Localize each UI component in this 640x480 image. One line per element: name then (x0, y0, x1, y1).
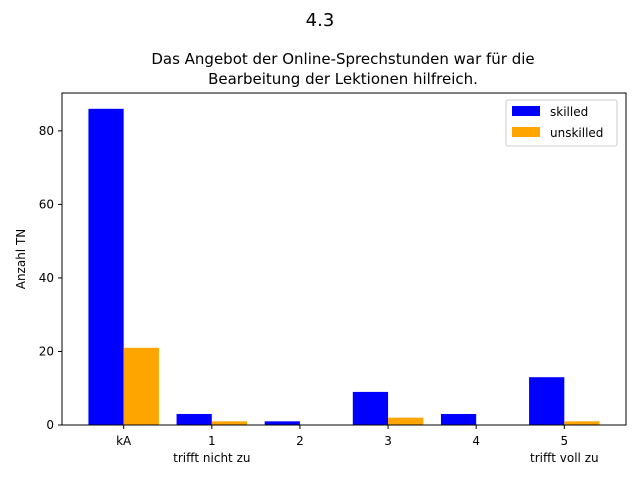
x-tick-label: 1 (208, 434, 216, 448)
y-tick-label: 20 (39, 344, 54, 358)
bar-unskilled-5 (564, 421, 600, 425)
chart-title-line-1: Das Angebot der Online-Sprechstunden war… (151, 50, 534, 68)
bar-skilled-2 (264, 421, 300, 425)
y-axis-label: Anzahl TN (14, 229, 28, 290)
legend-swatch-skilled (512, 106, 540, 116)
x-tick-label: 5 (560, 434, 568, 448)
bar-skilled-5 (529, 377, 565, 425)
x-tick-label: kA (116, 434, 132, 448)
x-tick-label: 2 (296, 434, 304, 448)
x-axis: kA 1 trifft nicht zu 2 3 4 5 trifft voll zu (116, 425, 599, 465)
legend-label-unskilled: unskilled (550, 126, 603, 140)
y-tick-label: 60 (39, 197, 54, 211)
legend-swatch-unskilled (512, 127, 540, 137)
bar-skilled-kA (88, 108, 124, 426)
bar-unskilled-kA (123, 347, 159, 425)
y-tick-label: 40 (39, 271, 54, 285)
y-tick-label: 80 (39, 124, 54, 138)
bar-skilled-1 (176, 413, 212, 425)
y-tick-label: 0 (46, 418, 54, 432)
bar-unskilled-3 (388, 417, 424, 425)
legend: skilled unskilled (505, 99, 618, 147)
bar-skilled-4 (440, 413, 477, 425)
bar-skilled-3 (352, 391, 389, 425)
chart-title-line-2: Bearbeitung der Lektionen hilfreich. (208, 70, 478, 88)
bars-layer (88, 108, 600, 426)
x-tick-sublabel: trifft voll zu (530, 451, 599, 465)
y-axis: 0 20 40 60 80 (39, 124, 62, 432)
x-tick-label: 3 (384, 434, 392, 448)
x-tick-label: 4 (472, 434, 480, 448)
legend-label-skilled: skilled (550, 105, 588, 119)
bar-unskilled-1 (211, 421, 248, 425)
plot-frame (61, 92, 627, 426)
chart-suptitle: 4.3 (306, 10, 335, 31)
x-tick-sublabel: trifft nicht zu (173, 451, 250, 465)
